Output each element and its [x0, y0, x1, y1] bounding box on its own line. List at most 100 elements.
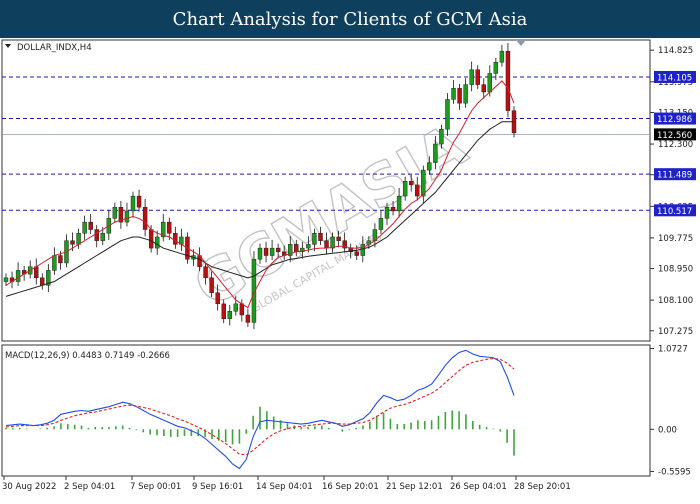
time-axis-label: 28 Sep 20:01	[514, 482, 571, 492]
macd-line	[5, 349, 515, 470]
candle-body	[130, 195, 136, 212]
candle-body	[439, 128, 444, 145]
time-axis-label: 16 Sep 20:01	[322, 482, 379, 492]
header-banner: Chart Analysis for Clients of GCM Asia	[0, 0, 700, 38]
candle-body	[427, 162, 432, 171]
time-axis-label: 7 Sep 00:01	[130, 482, 181, 492]
candle-body	[451, 88, 456, 100]
candle-body	[52, 255, 57, 271]
candle-body	[336, 236, 341, 241]
level-price-tag	[654, 70, 696, 83]
candle-body	[505, 50, 511, 111]
price-axis-label: 107.275	[658, 327, 693, 337]
candle-body	[233, 303, 239, 312]
candle-body	[82, 221, 87, 234]
candle-body	[15, 270, 21, 282]
macd-axis-label: -0.5595	[658, 467, 691, 477]
candle-body	[257, 247, 263, 260]
candle-body	[408, 181, 414, 186]
level-price-label: 110.517	[657, 207, 692, 217]
signal-line	[5, 358, 515, 456]
candle-body	[148, 229, 154, 249]
candle-body	[275, 247, 281, 253]
candle-body	[70, 240, 75, 245]
level-price-label: 114.105	[657, 73, 692, 83]
candle-body	[94, 229, 99, 241]
candle-body	[34, 266, 39, 279]
moving-average-slow	[5, 121, 514, 297]
candle-body	[100, 233, 105, 241]
candle-body	[215, 292, 220, 305]
level-price-tag	[654, 204, 696, 217]
macd-axis-label: 1.0727	[658, 345, 688, 355]
time-axis-label: 30 Aug 2022	[2, 482, 56, 492]
candle-body	[499, 50, 505, 63]
candle-body	[136, 195, 142, 208]
candle-body	[221, 303, 226, 319]
candle-body	[378, 218, 384, 230]
current-price-tag	[654, 128, 696, 141]
time-axis-label: 9 Sep 16:01	[192, 482, 243, 492]
candle-body	[493, 62, 499, 74]
candle-body	[167, 221, 172, 234]
candle-body	[112, 207, 118, 219]
candle-body	[324, 240, 329, 249]
candle-body	[88, 221, 93, 230]
candle-body	[360, 244, 366, 256]
candle-body	[300, 247, 305, 253]
candle-body	[445, 99, 450, 130]
price-axis-label: 108.950	[658, 265, 693, 275]
candle-body	[263, 247, 269, 256]
candle-body	[154, 236, 160, 249]
candle-body	[46, 270, 51, 286]
candle-body	[306, 244, 311, 249]
candle-body	[3, 277, 9, 282]
level-price-label: 111.489	[657, 171, 692, 181]
candle-body	[209, 277, 214, 293]
candle-body	[40, 277, 45, 286]
candle-body	[76, 233, 81, 245]
time-axis-label: 14 Sep 04:01	[256, 482, 313, 492]
macd-axis-label: 0.00	[658, 425, 677, 435]
current-price-label: 112.560	[657, 131, 692, 141]
candle-body	[173, 233, 178, 245]
level-price-tag	[654, 112, 696, 125]
chart-shift-marker-icon[interactable]	[516, 40, 526, 46]
candle-body	[288, 244, 293, 256]
candle-body	[481, 84, 486, 93]
price-axis-label: 108.100	[658, 296, 693, 306]
time-axis-label: 21 Sep 12:01	[386, 482, 443, 492]
moving-average-fast	[5, 80, 515, 309]
time-axis-label: 26 Sep 04:01	[450, 482, 507, 492]
candle-body	[342, 240, 347, 249]
candle-body	[330, 236, 335, 249]
price-axis-label: 112.300	[658, 140, 693, 150]
candle-body	[227, 311, 232, 319]
level-price-tag	[654, 168, 696, 181]
candle-body	[354, 251, 359, 256]
candle-body	[124, 210, 130, 223]
candle-body	[142, 207, 148, 230]
candle-body	[251, 259, 257, 323]
dropdown-triangle-icon[interactable]	[5, 44, 11, 48]
candle-body	[475, 69, 480, 85]
candle-body	[294, 244, 299, 253]
candle-body	[203, 266, 208, 279]
level-price-label: 112.986	[657, 115, 692, 125]
chart-symbol-label: DOLLAR_INDX,H4	[17, 43, 92, 53]
candle-body	[118, 207, 124, 223]
price-axis-label: 114.825	[658, 46, 693, 56]
macd-panel-border	[1, 344, 651, 477]
candle-body	[463, 84, 468, 104]
candle-body	[161, 221, 166, 238]
candle-body	[415, 184, 420, 197]
candle-body	[396, 195, 402, 212]
candle-body	[245, 314, 251, 323]
candle-body	[433, 143, 438, 163]
page-title: Chart Analysis for Clients of GCM Asia	[172, 8, 528, 30]
candle-body	[312, 233, 317, 245]
